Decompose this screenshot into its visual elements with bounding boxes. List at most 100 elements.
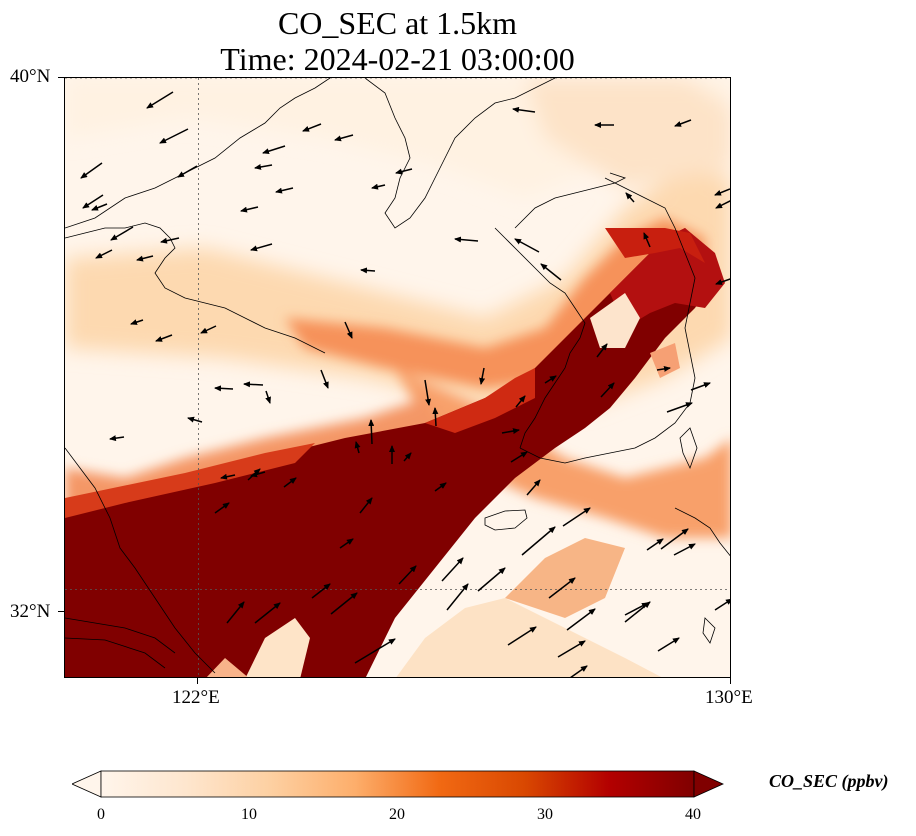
wind-arrow: [254, 602, 281, 624]
wind-arrow: [320, 369, 329, 389]
wind-arrow: [130, 319, 144, 325]
wind-arrow: [566, 608, 596, 631]
korea-east-coast: [604, 177, 696, 379]
wind-arrow: [160, 237, 180, 244]
wind-arrow: [91, 203, 108, 211]
wind-arrow: [562, 507, 591, 527]
lat-label-40n: 40°N: [10, 66, 51, 87]
wind-arrow: [557, 640, 586, 658]
wind-arrow: [360, 267, 376, 274]
lat-tick-32n: [58, 611, 64, 612]
china-east-coast: [65, 447, 216, 674]
lat-tick-40n: [58, 77, 64, 78]
colorbar-extend-max: [693, 770, 724, 798]
wind-arrow: [714, 188, 730, 196]
gridlines: [65, 78, 730, 677]
wind-arrow: [243, 381, 264, 388]
wind-arrow: [441, 557, 464, 582]
colorbar-extend-min: [72, 770, 102, 798]
wind-arrow: [643, 232, 651, 248]
colorbar-tick-label: 40: [685, 806, 701, 823]
wind-arrow: [247, 468, 261, 481]
wind-arrow: [544, 375, 557, 384]
wind-arrow: [371, 183, 386, 190]
wind-arrow: [673, 543, 696, 556]
wind-arrow: [512, 106, 536, 113]
colorbar-title: CO_SEC (ppbv): [769, 771, 889, 791]
wind-arrow: [334, 134, 354, 142]
wind-arrow: [177, 165, 198, 178]
wind-arrow: [262, 145, 286, 155]
wind-arrow: [479, 367, 486, 385]
liaodong-coast: [364, 78, 556, 229]
wind-arrow: [434, 482, 447, 492]
wind-arrow: [548, 577, 576, 599]
wind-arrow: [514, 238, 540, 253]
wind-arrow: [220, 473, 236, 480]
wind-arrow: [250, 243, 273, 252]
wind-arrow: [674, 119, 692, 127]
wind-arrow: [507, 626, 537, 646]
wind-arrow: [95, 249, 113, 259]
wind-arrow: [240, 206, 259, 213]
wind-arrow: [501, 428, 520, 434]
wind-arrow: [395, 168, 413, 175]
wind-arrow: [526, 479, 541, 496]
lon-tick-122e: [197, 678, 198, 684]
shandong-coast: [65, 222, 326, 354]
lat-label-32n: 32°N: [10, 601, 51, 622]
chart-subtitle: Time: 2024-02-21 03:00:00: [220, 41, 575, 77]
map-canvas: [65, 78, 730, 677]
wind-arrow: [570, 665, 588, 677]
map-panel: [64, 77, 731, 678]
wind-arrow: [657, 637, 680, 652]
wind-arrow: [432, 407, 439, 427]
chart-title: CO_SEC at 1.5km: [277, 5, 518, 41]
wind-arrow: [214, 385, 234, 392]
colorbar-tick-label: 20: [389, 806, 405, 823]
wind-arrow: [477, 567, 506, 592]
korea-south-coast: [519, 377, 696, 464]
north-china-coast: [65, 78, 331, 229]
wind-arrow: [330, 592, 358, 615]
wind-arrow: [344, 321, 353, 339]
wind-arrow: [715, 278, 730, 285]
wind-arrow: [646, 538, 664, 551]
dmz-border: [514, 172, 627, 229]
colorbar-gradient: [100, 770, 695, 798]
wind-arrow: [368, 419, 375, 445]
lon-label-130e: 130°E: [705, 687, 753, 708]
tsushima: [679, 427, 698, 470]
wind-arrow: [666, 402, 693, 413]
wind-arrow: [155, 334, 173, 342]
wind-arrow: [398, 565, 417, 585]
wind-arrow: [110, 226, 134, 241]
coastlines: [65, 78, 730, 674]
wind-arrow: [515, 395, 526, 408]
wind-arrow: [446, 583, 469, 611]
wind-arrow: [283, 477, 297, 488]
wind-arrow: [254, 164, 273, 170]
wind-arrow: [540, 263, 562, 281]
wind-arrow: [265, 390, 271, 404]
colorbar-tick-label: 10: [241, 806, 257, 823]
colorbar: [72, 770, 724, 798]
kyushu-fragment: [702, 617, 716, 644]
wind-arrow: [311, 583, 331, 599]
wind-arrow: [625, 192, 635, 203]
wind-arrow: [359, 497, 373, 514]
wind-arrow: [146, 91, 174, 109]
wind-arrow: [454, 236, 479, 243]
colorbar-tick-label: 0: [97, 806, 105, 823]
wind-arrow: [600, 382, 615, 398]
wind-arrow: [187, 416, 203, 423]
wind-arrow: [80, 162, 103, 179]
wind-arrow: [403, 452, 412, 462]
wind-arrow: [109, 435, 125, 442]
wind-arrow: [159, 128, 189, 144]
wind-arrow: [510, 451, 528, 463]
wind-arrow: [226, 601, 245, 624]
lon-tick-130e: [730, 678, 731, 684]
korea-west-coast: [494, 227, 586, 449]
wind-arrow: [354, 441, 361, 454]
